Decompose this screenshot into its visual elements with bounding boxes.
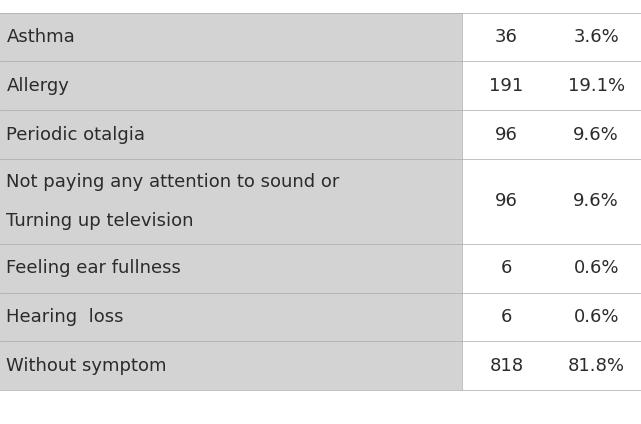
Bar <box>462 61 641 110</box>
Text: Periodic otalgia: Periodic otalgia <box>6 126 146 144</box>
Text: Hearing  loss: Hearing loss <box>6 308 124 326</box>
Text: 9.6%: 9.6% <box>573 192 619 210</box>
Text: 96: 96 <box>495 126 518 144</box>
Text: 96: 96 <box>495 192 518 210</box>
Text: Feeling ear fullness: Feeling ear fullness <box>6 259 181 277</box>
Text: 0.6%: 0.6% <box>574 259 619 277</box>
Text: 3.6%: 3.6% <box>573 28 619 46</box>
Bar <box>462 244 641 293</box>
Text: Not paying any attention to sound or: Not paying any attention to sound or <box>6 173 340 191</box>
Text: 191: 191 <box>489 77 524 95</box>
Bar <box>0 13 462 61</box>
Text: 36: 36 <box>495 28 518 46</box>
Bar <box>462 159 641 244</box>
Text: Allergy: Allergy <box>6 77 69 95</box>
Text: 19.1%: 19.1% <box>567 77 625 95</box>
Bar <box>0 293 462 341</box>
Text: 6: 6 <box>501 259 512 277</box>
Text: 6: 6 <box>501 308 512 326</box>
Bar <box>462 293 641 341</box>
Text: Turning up television: Turning up television <box>6 212 194 230</box>
Bar <box>0 61 462 110</box>
Bar <box>0 244 462 293</box>
Bar <box>462 110 641 159</box>
Bar <box>0 341 462 390</box>
Text: Without symptom: Without symptom <box>6 357 167 375</box>
Text: Asthma: Asthma <box>6 28 75 46</box>
Bar <box>462 341 641 390</box>
Text: 81.8%: 81.8% <box>568 357 624 375</box>
Text: 818: 818 <box>489 357 524 375</box>
Text: 0.6%: 0.6% <box>574 308 619 326</box>
Bar <box>462 13 641 61</box>
Bar <box>0 159 462 244</box>
Bar <box>0 110 462 159</box>
Text: 9.6%: 9.6% <box>573 126 619 144</box>
